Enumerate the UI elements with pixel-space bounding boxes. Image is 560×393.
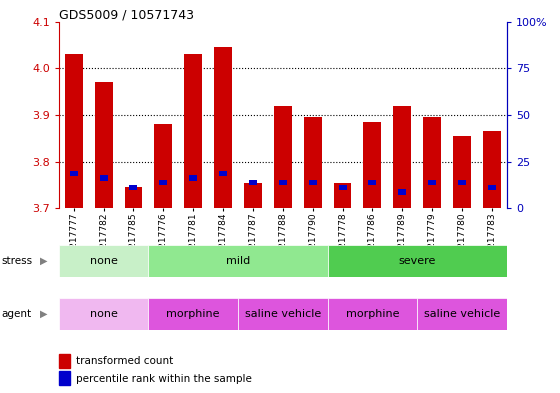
Text: ▶: ▶: [40, 256, 48, 266]
Bar: [328, 298, 417, 330]
Bar: [155, 124, 172, 208]
Bar: [59, 298, 148, 330]
Bar: [274, 106, 292, 208]
Bar: [59, 245, 148, 277]
Bar: [129, 185, 138, 190]
Bar: [148, 245, 328, 277]
Text: transformed count: transformed count: [76, 356, 173, 366]
Bar: [95, 82, 113, 208]
Bar: [428, 180, 436, 185]
Bar: [304, 117, 321, 208]
Bar: [124, 187, 142, 208]
Bar: [488, 185, 496, 190]
Bar: [244, 183, 262, 208]
Bar: [338, 185, 347, 190]
Bar: [453, 136, 471, 208]
Text: morphine: morphine: [346, 309, 399, 319]
Bar: [219, 171, 227, 176]
Text: none: none: [90, 309, 118, 319]
Bar: [334, 183, 352, 208]
Bar: [159, 180, 167, 185]
Bar: [100, 175, 108, 180]
Bar: [398, 189, 407, 195]
Text: morphine: morphine: [166, 309, 220, 319]
Text: severe: severe: [399, 256, 436, 266]
Bar: [59, 354, 70, 368]
Bar: [59, 371, 70, 385]
Text: none: none: [90, 256, 118, 266]
Text: agent: agent: [1, 309, 31, 319]
Text: percentile rank within the sample: percentile rank within the sample: [76, 374, 251, 384]
Bar: [417, 298, 507, 330]
Bar: [309, 180, 317, 185]
Bar: [214, 47, 232, 208]
Bar: [363, 122, 381, 208]
Text: ▶: ▶: [40, 309, 48, 319]
Bar: [148, 298, 238, 330]
Bar: [423, 117, 441, 208]
Text: mild: mild: [226, 256, 250, 266]
Text: GDS5009 / 10571743: GDS5009 / 10571743: [59, 9, 194, 22]
Bar: [184, 54, 202, 208]
Bar: [238, 298, 328, 330]
Text: stress: stress: [1, 256, 32, 266]
Bar: [249, 180, 257, 185]
Bar: [69, 171, 78, 176]
Text: saline vehicle: saline vehicle: [424, 309, 500, 319]
Bar: [279, 180, 287, 185]
Bar: [189, 175, 197, 180]
Bar: [368, 180, 376, 185]
Bar: [393, 106, 411, 208]
Bar: [65, 54, 83, 208]
Bar: [483, 131, 501, 208]
Bar: [458, 180, 466, 185]
Text: saline vehicle: saline vehicle: [245, 309, 321, 319]
Bar: [328, 245, 507, 277]
